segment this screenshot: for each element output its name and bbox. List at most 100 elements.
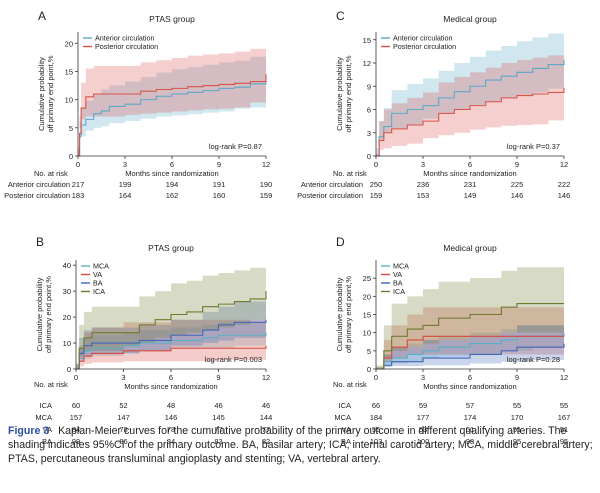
ci-band-anterior-circulation — [78, 54, 266, 156]
y-tick-label: 0 — [69, 152, 73, 161]
risk-row-label: Posterior circulation — [297, 191, 363, 200]
risk-value: 98 — [466, 437, 474, 446]
risk-row-label: Posterior circulation — [4, 191, 70, 200]
legend-label: Posterior circulation — [393, 42, 456, 51]
y-axis-label: Cumulative probabilityoff primary end po… — [37, 55, 55, 132]
y-tick-label: 12 — [363, 59, 371, 68]
risk-value: 164 — [119, 191, 132, 200]
risk-value: 86 — [119, 437, 127, 446]
ci-band-mca — [76, 319, 266, 369]
logrank-annotation: log-rank P=0.003 — [205, 355, 262, 364]
risk-value: 95 — [513, 437, 521, 446]
risk-table-header: No. at risk — [34, 380, 68, 389]
risk-value: 78 — [167, 425, 175, 434]
risk-value: 59 — [419, 401, 427, 410]
y-tick-label: 15 — [363, 36, 371, 45]
panel-letter: D — [336, 235, 345, 249]
risk-value: 57 — [466, 401, 474, 410]
x-tick-label: 12 — [560, 373, 568, 382]
risk-row-label: ICA — [338, 401, 351, 410]
chart-title: Medical group — [443, 243, 497, 253]
risk-value: 51 — [560, 425, 568, 434]
risk-value: 60 — [72, 401, 80, 410]
x-tick-label: 3 — [123, 160, 127, 169]
x-tick-label: 0 — [76, 160, 80, 169]
x-axis-label: Months since randomization — [423, 382, 516, 391]
risk-value: 56 — [372, 425, 380, 434]
risk-value: 153 — [417, 191, 430, 200]
risk-value: 146 — [511, 191, 524, 200]
logrank-annotation: log-rank P=0.28 — [507, 355, 560, 364]
risk-value: 159 — [370, 191, 383, 200]
legend-label: BA — [93, 279, 103, 288]
risk-row-label: VA — [43, 425, 52, 434]
risk-value: 83 — [214, 437, 222, 446]
risk-value: 190 — [260, 180, 273, 189]
y-axis-label: Cumulative probabilityoff primary end po… — [35, 276, 53, 353]
logrank-annotation: log-rank P=0.87 — [209, 142, 262, 151]
risk-value: 160 — [213, 191, 226, 200]
risk-row-label: MCA — [35, 413, 52, 422]
y-tick-label: 25 — [363, 274, 371, 283]
legend-label: BA — [393, 279, 403, 288]
chart-panel-a: A PTAS group 0 5 10 15 20 0 3 6 9 12 Months since ra… — [4, 9, 272, 200]
risk-value: 149 — [464, 191, 477, 200]
x-tick-label: 3 — [121, 373, 125, 382]
y-tick-label: 15 — [65, 67, 73, 76]
x-axis-label: Months since randomization — [423, 169, 516, 178]
y-axis-label: Cumulative probabilityoff primary end po… — [335, 276, 353, 353]
risk-row-label: BA — [341, 437, 351, 446]
risk-value: 48 — [167, 401, 175, 410]
x-tick-label: 12 — [560, 160, 568, 169]
x-tick-label: 12 — [262, 160, 270, 169]
risk-value: 177 — [417, 413, 430, 422]
series-line-posterior-circulation — [78, 74, 267, 157]
y-tick-label: 6 — [367, 106, 371, 115]
risk-value: 157 — [70, 413, 83, 422]
x-tick-label: 3 — [421, 373, 425, 382]
chart-title: Medical group — [443, 14, 497, 24]
risk-value: 82 — [262, 437, 270, 446]
risk-value: 99 — [72, 437, 80, 446]
x-tick-label: 3 — [421, 160, 425, 169]
risk-value: 66 — [372, 401, 380, 410]
series-line-va — [76, 345, 267, 370]
risk-value: 167 — [558, 413, 571, 422]
risk-value: 46 — [262, 401, 270, 410]
risk-value: 162 — [166, 191, 179, 200]
risk-value: 55 — [513, 401, 521, 410]
series-line-ba — [376, 343, 565, 370]
y-tick-label: 10 — [63, 339, 71, 348]
risk-value: 184 — [370, 413, 383, 422]
figure-label: Figure 3 — [8, 425, 50, 437]
risk-value: 146 — [558, 191, 571, 200]
y-tick-label: 30 — [63, 287, 71, 296]
chart-panel-d: D Medical group 0 5 10 15 20 25 0 3 6 9 12 Months sin… — [333, 235, 570, 446]
risk-value: 222 — [558, 180, 571, 189]
legend-label: Posterior circulation — [95, 42, 158, 51]
legend-label: ICA — [393, 287, 405, 296]
risk-value: 46 — [214, 401, 222, 410]
x-axis-label: Months since randomization — [125, 169, 218, 178]
series-line-anterior-circulation — [376, 59, 565, 157]
series-line-anterior-circulation — [78, 81, 267, 157]
y-axis-label: Cumulative probabilityoff primary end po… — [335, 55, 353, 132]
y-tick-label: 0 — [367, 152, 371, 161]
risk-value: 146 — [165, 413, 178, 422]
y-tick-label: 10 — [65, 96, 73, 105]
legend-label: Anterior circulation — [393, 34, 453, 43]
y-tick-label: 5 — [69, 124, 73, 133]
y-tick-label: 20 — [63, 313, 71, 322]
risk-table-header: No. at risk — [333, 380, 367, 389]
y-tick-label: 0 — [367, 365, 371, 374]
x-axis-label: Months since randomization — [124, 382, 217, 391]
x-tick-label: 6 — [170, 160, 174, 169]
risk-value: 77 — [262, 425, 270, 434]
risk-value: 84 — [167, 437, 175, 446]
x-tick-label: 9 — [515, 160, 519, 169]
chart-panel-c: C Medical group 0 3 6 9 12 15 0 3 6 9 12 Months since… — [297, 9, 570, 200]
risk-value: 100 — [417, 437, 430, 446]
risk-value: 103 — [370, 437, 383, 446]
risk-table-header: No. at risk — [34, 169, 68, 178]
chart-panel-b: B PTAS group 0 10 20 30 40 0 3 6 9 12 Months since r… — [34, 235, 272, 446]
